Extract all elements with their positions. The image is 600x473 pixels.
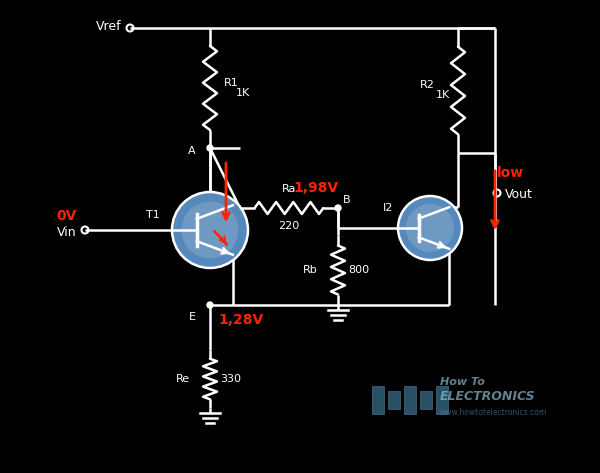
Text: Rb: Rb [303, 265, 318, 275]
Text: R2: R2 [420, 80, 435, 90]
Circle shape [406, 204, 454, 252]
Text: 0V: 0V [56, 209, 77, 223]
Text: I2: I2 [383, 203, 393, 213]
Bar [388, 391, 400, 409]
Bar [404, 386, 416, 414]
Text: 1K: 1K [436, 90, 450, 100]
Text: Vin: Vin [58, 226, 77, 238]
Text: Ra: Ra [282, 184, 296, 194]
Text: T1: T1 [146, 210, 160, 220]
Bar [436, 386, 448, 414]
Text: How To: How To [440, 377, 485, 387]
Text: ELECTRONICS: ELECTRONICS [440, 389, 536, 403]
Text: Vout: Vout [505, 187, 533, 201]
Text: 1,98V: 1,98V [293, 181, 338, 195]
Circle shape [207, 302, 213, 308]
Text: 1,28V: 1,28V [218, 313, 263, 327]
Text: 800: 800 [348, 265, 369, 275]
Text: 1K: 1K [236, 88, 250, 98]
Text: B: B [343, 195, 350, 205]
Bar [372, 386, 384, 414]
Bar [420, 391, 432, 409]
Circle shape [335, 205, 341, 211]
Text: 330: 330 [220, 374, 241, 384]
Text: low: low [497, 166, 524, 180]
Circle shape [182, 201, 239, 259]
Text: E: E [189, 312, 196, 322]
Circle shape [398, 196, 462, 260]
Text: A: A [188, 146, 196, 156]
Text: Re: Re [176, 374, 190, 384]
Text: www.howtotelectronics.com: www.howtotelectronics.com [440, 408, 547, 417]
Circle shape [207, 145, 213, 151]
Text: Vref: Vref [97, 19, 122, 33]
Text: R1: R1 [224, 78, 239, 88]
Text: 220: 220 [278, 221, 299, 231]
Circle shape [172, 192, 248, 268]
